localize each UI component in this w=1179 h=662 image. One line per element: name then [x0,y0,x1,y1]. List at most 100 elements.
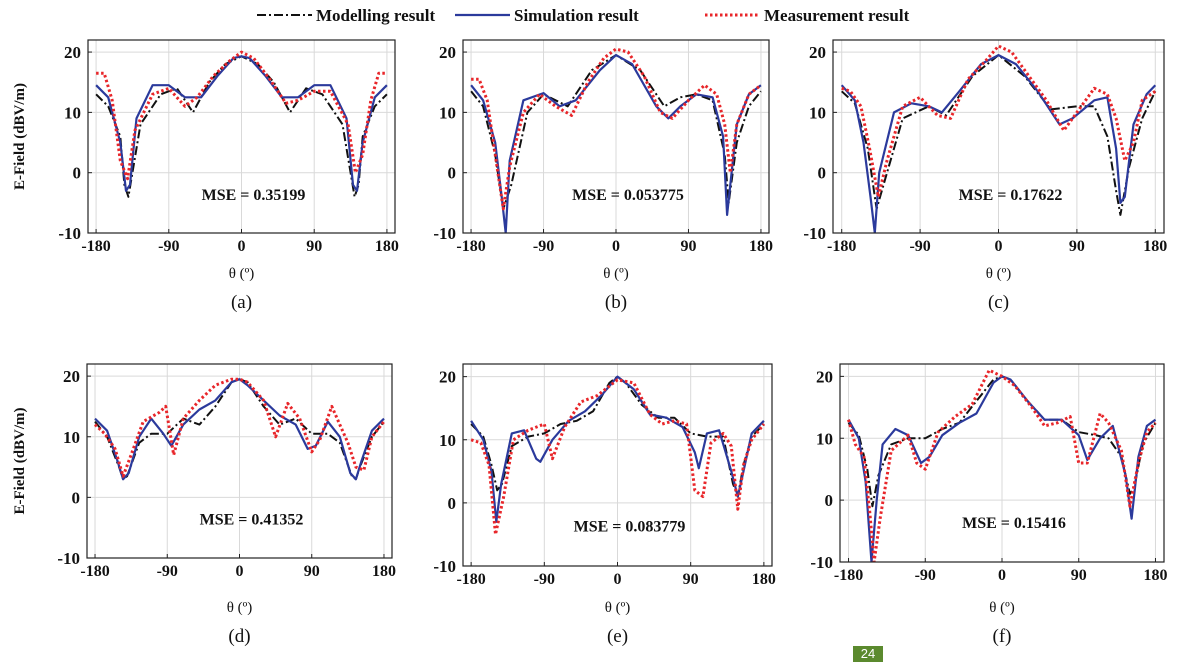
x-tick-label: -180 [827,238,856,255]
mse-annotation: MSE = 0.35199 [202,187,306,204]
y-tick-label: 0 [448,494,457,513]
y-axis-label: E-Field (dBV/m) [12,83,28,190]
x-tick-label: 0 [995,238,1003,255]
series-line-1 [95,55,388,192]
x-tick-label: 180 [752,571,776,588]
x-tick-label: 0 [612,238,620,255]
y-tick-label: 20 [64,43,81,62]
x-tick-label: 0 [236,563,244,580]
x-axis-label: θ (º) [986,266,1012,282]
y-tick-label: 10 [439,103,456,122]
chart-panel-5: -180 -90 0 90 180 -10 0 10 20 MSE = 0.15416 θ (º) (… [810,363,1167,647]
y-tick-label: 20 [63,367,80,386]
y-tick-label: 10 [816,429,833,448]
x-tick-label: 90 [683,571,699,588]
panel-caption: (c) [988,292,1009,313]
series-line-1 [470,53,762,233]
y-tick-label: 10 [809,103,826,122]
x-tick-label: 0 [238,238,246,255]
x-tick-label: 90 [306,238,322,255]
y-tick-label: 20 [816,367,833,386]
y-tick-label: -10 [433,557,456,576]
x-tick-label: -90 [534,571,555,588]
y-tick-label: 10 [64,103,81,122]
y-tick-label: 10 [63,428,80,447]
y-tick-label: 20 [809,43,826,62]
x-tick-label: 90 [304,563,320,580]
page-number-badge: 24 [853,646,883,662]
x-tick-label: 90 [680,238,696,255]
chart-panel-0: -180 -90 0 90 180 -10 0 10 20 MSE = 0.35199 θ (º) (… [12,39,399,313]
x-tick-label: 180 [375,238,399,255]
y-tick-label: -10 [803,224,826,243]
x-axis-label: θ (º) [989,600,1015,616]
series-line-2 [93,377,386,478]
x-axis-label: θ (º) [603,266,629,282]
x-tick-label: 180 [1143,567,1167,584]
y-tick-label: -10 [57,549,80,568]
x-tick-label: 90 [1071,567,1087,584]
y-tick-label: 0 [72,488,81,507]
x-tick-label: -90 [157,563,178,580]
mse-annotation: MSE = 0.17622 [959,187,1063,204]
x-tick-label: -90 [158,238,179,255]
chart-panels: -180 -90 0 90 180 -10 0 10 20 MSE = 0.35199 θ (º) (… [12,39,1167,647]
x-axis-label: θ (º) [229,266,255,282]
series-line-2 [847,368,1157,562]
x-tick-label: -90 [533,238,554,255]
mse-annotation: MSE = 0.15416 [962,515,1066,532]
x-tick-label: 90 [1069,238,1085,255]
series-line-1 [840,53,1157,233]
chart-panel-4: -180 -90 0 90 180 -10 0 10 20 MSE = 0.083779 θ (º)… [433,363,776,647]
series-line-2 [96,50,387,181]
x-tick-label: 180 [749,238,773,255]
series-line-1 [94,378,385,481]
y-tick-label: 20 [439,43,456,62]
mse-annotation: MSE = 0.083779 [574,518,686,535]
chart-panel-3: -180 -90 0 90 180 -10 0 10 20 MSE = 0.41352 θ (º) (… [12,363,396,647]
chart-panel-2: -180 -90 0 90 180 -10 0 10 20 MSE = 0.17622 θ (º) (… [803,39,1167,313]
series-line-0 [841,54,1157,216]
y-tick-label: 0 [73,164,82,183]
series-line-2 [470,378,766,536]
mse-annotation: MSE = 0.41352 [200,512,304,529]
y-tick-label: 10 [439,431,456,450]
chart-panel-1: -180 -90 0 90 180 -10 0 10 20 MSE = 0.053775 θ (º)… [433,39,773,313]
y-tick-label: 0 [448,164,457,183]
x-tick-label: -180 [456,571,485,588]
series-line-1 [470,375,765,523]
y-axis-label: E-Field (dBV/m) [12,407,28,514]
y-tick-label: -10 [810,553,833,572]
panel-caption: (a) [231,292,252,313]
series-line-1 [847,375,1157,562]
mse-annotation: MSE = 0.053775 [572,187,684,204]
panel-caption: (f) [993,626,1012,647]
y-tick-label: -10 [58,224,81,243]
series-line-2 [841,44,1157,199]
x-tick-label: -90 [909,238,930,255]
legend-label-2: Measurement result [764,6,910,25]
legend-label-0: Modelling result [316,6,435,25]
panel-caption: (e) [607,626,628,647]
legend: Modelling result Simulation result Measure… [257,6,910,25]
x-tick-label: -180 [80,563,109,580]
x-tick-label: -180 [834,567,863,584]
y-tick-label: 0 [825,491,834,510]
x-tick-label: 180 [1143,238,1167,255]
series-line-2 [471,47,762,211]
x-tick-label: -90 [915,567,936,584]
x-tick-label: -180 [456,238,485,255]
x-axis-label: θ (º) [227,600,253,616]
x-tick-label: -180 [81,238,110,255]
panel-caption: (d) [228,626,250,647]
x-tick-label: 0 [614,571,622,588]
y-tick-label: -10 [433,224,456,243]
y-tick-label: 20 [439,368,456,387]
panel-caption: (b) [605,292,627,313]
y-tick-label: 0 [818,164,827,183]
x-tick-label: 0 [998,567,1006,584]
x-axis-label: θ (º) [605,600,631,616]
legend-label-1: Simulation result [514,6,639,25]
x-tick-label: 180 [372,563,396,580]
